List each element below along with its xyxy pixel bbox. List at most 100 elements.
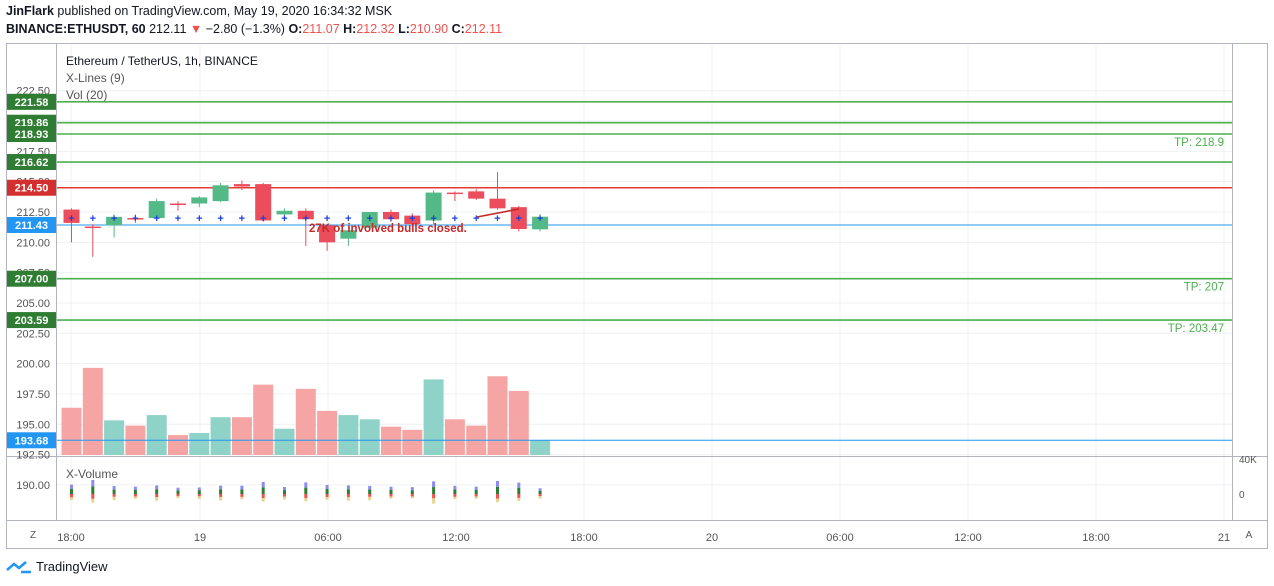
xvol-bar-a-18	[453, 485, 457, 490]
volume-bar-2	[104, 420, 125, 455]
line-badge-label-2: 218.93	[15, 129, 49, 141]
tp-label-0: TP: 218.9	[1174, 137, 1224, 149]
footer-brand[interactable]: TradingView	[6, 559, 108, 574]
x-tick-label-1: 19	[194, 532, 206, 544]
publish-info: JinFlark published on TradingView.com, M…	[6, 4, 392, 18]
x-tick-label-0: 18:00	[57, 532, 85, 544]
candle-body-21	[510, 207, 527, 229]
candle-body-12	[319, 225, 336, 243]
volume-bar-20	[487, 376, 508, 455]
xvol-bar-a-3	[133, 486, 137, 490]
xvol-bar-b-15	[389, 490, 393, 494]
plus-marker-18: +	[452, 213, 458, 225]
xvol-bar-d-19	[474, 496, 478, 499]
xvol-bar-c-6	[197, 494, 201, 497]
close-value: 212.11	[464, 22, 503, 36]
xvol-bar-c-8	[240, 494, 244, 497]
xvol-bar-d-7	[219, 496, 223, 501]
symbol-label: BINANCE:ETHUSDT, 60	[6, 22, 146, 36]
auto-scale-button[interactable]: A	[1245, 530, 1253, 541]
xvol-bar-b-20	[496, 486, 499, 494]
xvol-bar-c-0	[70, 494, 73, 498]
author-name[interactable]: JinFlark	[6, 4, 54, 18]
xvol-bar-b-6	[197, 490, 201, 494]
xvol-bar-c-4	[155, 494, 159, 498]
line-badge-label-3: 216.62	[15, 157, 49, 169]
line-badge-label-8: 193.68	[15, 435, 49, 447]
open-label: O:	[288, 22, 303, 36]
line-badge-bg-3	[7, 154, 56, 171]
xvol-axis-label-0: 40K	[1239, 455, 1257, 466]
xvol-bar-a-1	[91, 480, 95, 487]
volume-bar-9	[253, 384, 274, 455]
volume-bar-10	[274, 428, 295, 455]
xvol-bar-a-20	[496, 481, 499, 487]
line-badge-bg-5	[7, 216, 56, 233]
candle-body-14	[361, 212, 378, 228]
annotation-text: 27K of involved bulls closed.	[309, 223, 467, 235]
xvol-bar-d-2	[112, 496, 116, 501]
xlines-legend[interactable]: X-Lines (9)	[66, 71, 125, 85]
x-tick-label-2: 06:00	[314, 532, 342, 544]
xvol-bar-a-7	[219, 485, 223, 490]
xvol-bar-a-12	[325, 484, 329, 490]
x-axis-labels: 18:00 19 06:00 12:00 18:00 20 06:00 12:00 18:00 2…	[57, 532, 1230, 544]
candle-body-18	[446, 192, 463, 195]
xvol-bar-a-16	[410, 487, 414, 491]
vol-legend[interactable]: Vol (20)	[66, 88, 107, 102]
line-badge-bg-8	[7, 432, 56, 449]
xvol-bar-d-12	[325, 497, 329, 500]
xvol-bar-d-10	[283, 496, 286, 500]
plus-marker-12: +	[324, 213, 330, 225]
xvolume-legend[interactable]: X-Volume	[66, 467, 118, 481]
low-value: 210.90	[409, 22, 449, 36]
xvol-bar-c-3	[133, 494, 137, 497]
line-badge-label-4: 214.50	[15, 183, 49, 195]
volume-bar-22	[530, 440, 551, 455]
high-label: H:	[343, 22, 357, 36]
xvol-bar-c-15	[389, 494, 393, 497]
y-tick-label-11: 195.00	[16, 419, 50, 431]
xvol-bar-b-19	[474, 489, 478, 494]
candle-body-1	[84, 226, 101, 229]
y-axis-labels: 222.50220.00217.50215.00212.50210.00207.…	[16, 86, 50, 492]
xvol-bar-c-20	[496, 494, 499, 499]
x-tick-label-3: 12:00	[442, 532, 470, 544]
xvol-bar-b-5	[176, 490, 180, 494]
xvol-bar-b-11	[304, 487, 308, 494]
published-text: published on TradingView.com, May 19, 20…	[57, 4, 393, 18]
xvol-bar-b-3	[133, 489, 137, 494]
candles	[63, 171, 549, 257]
xvol-bar-a-19	[474, 486, 478, 490]
xvol-bar-d-3	[133, 496, 137, 499]
y-tick-label-9: 200.00	[16, 359, 50, 371]
xvol-bar-b-16	[410, 490, 414, 494]
last-price: 212.11	[149, 22, 187, 36]
volume-bar-6	[189, 432, 210, 455]
candle-body-7	[212, 185, 229, 202]
plus-marker-5: +	[175, 213, 181, 225]
candle-body-3	[127, 218, 144, 220]
candle-body-6	[191, 197, 208, 204]
xvol-bar-d-1	[91, 498, 95, 503]
xvol-bar-c-13	[346, 494, 350, 498]
zoom-button[interactable]: Z	[29, 530, 37, 541]
candle-body-16	[404, 215, 421, 225]
plus-marker-19: +	[473, 213, 479, 225]
xvol-bar-c-2	[112, 494, 116, 497]
xvol-bar-c-14	[368, 494, 372, 497]
xvol-bar-d-11	[304, 498, 308, 502]
xvol-bar-b-14	[368, 489, 372, 494]
xvol-bar-c-22	[538, 494, 542, 497]
candle-body-8	[233, 184, 250, 187]
xvol-bar-c-5	[176, 494, 180, 497]
y-tick-label-5: 210.00	[16, 237, 50, 249]
x-tick-label-7: 12:00	[954, 532, 982, 544]
xvol-bar-b-9	[261, 487, 265, 494]
xvol-bar-c-9	[261, 494, 265, 499]
plus-marker-7: +	[217, 213, 223, 225]
line-badge-label-6: 207.00	[15, 274, 49, 286]
tradingview-logo-icon	[6, 560, 31, 573]
candle-body-5	[170, 203, 186, 206]
